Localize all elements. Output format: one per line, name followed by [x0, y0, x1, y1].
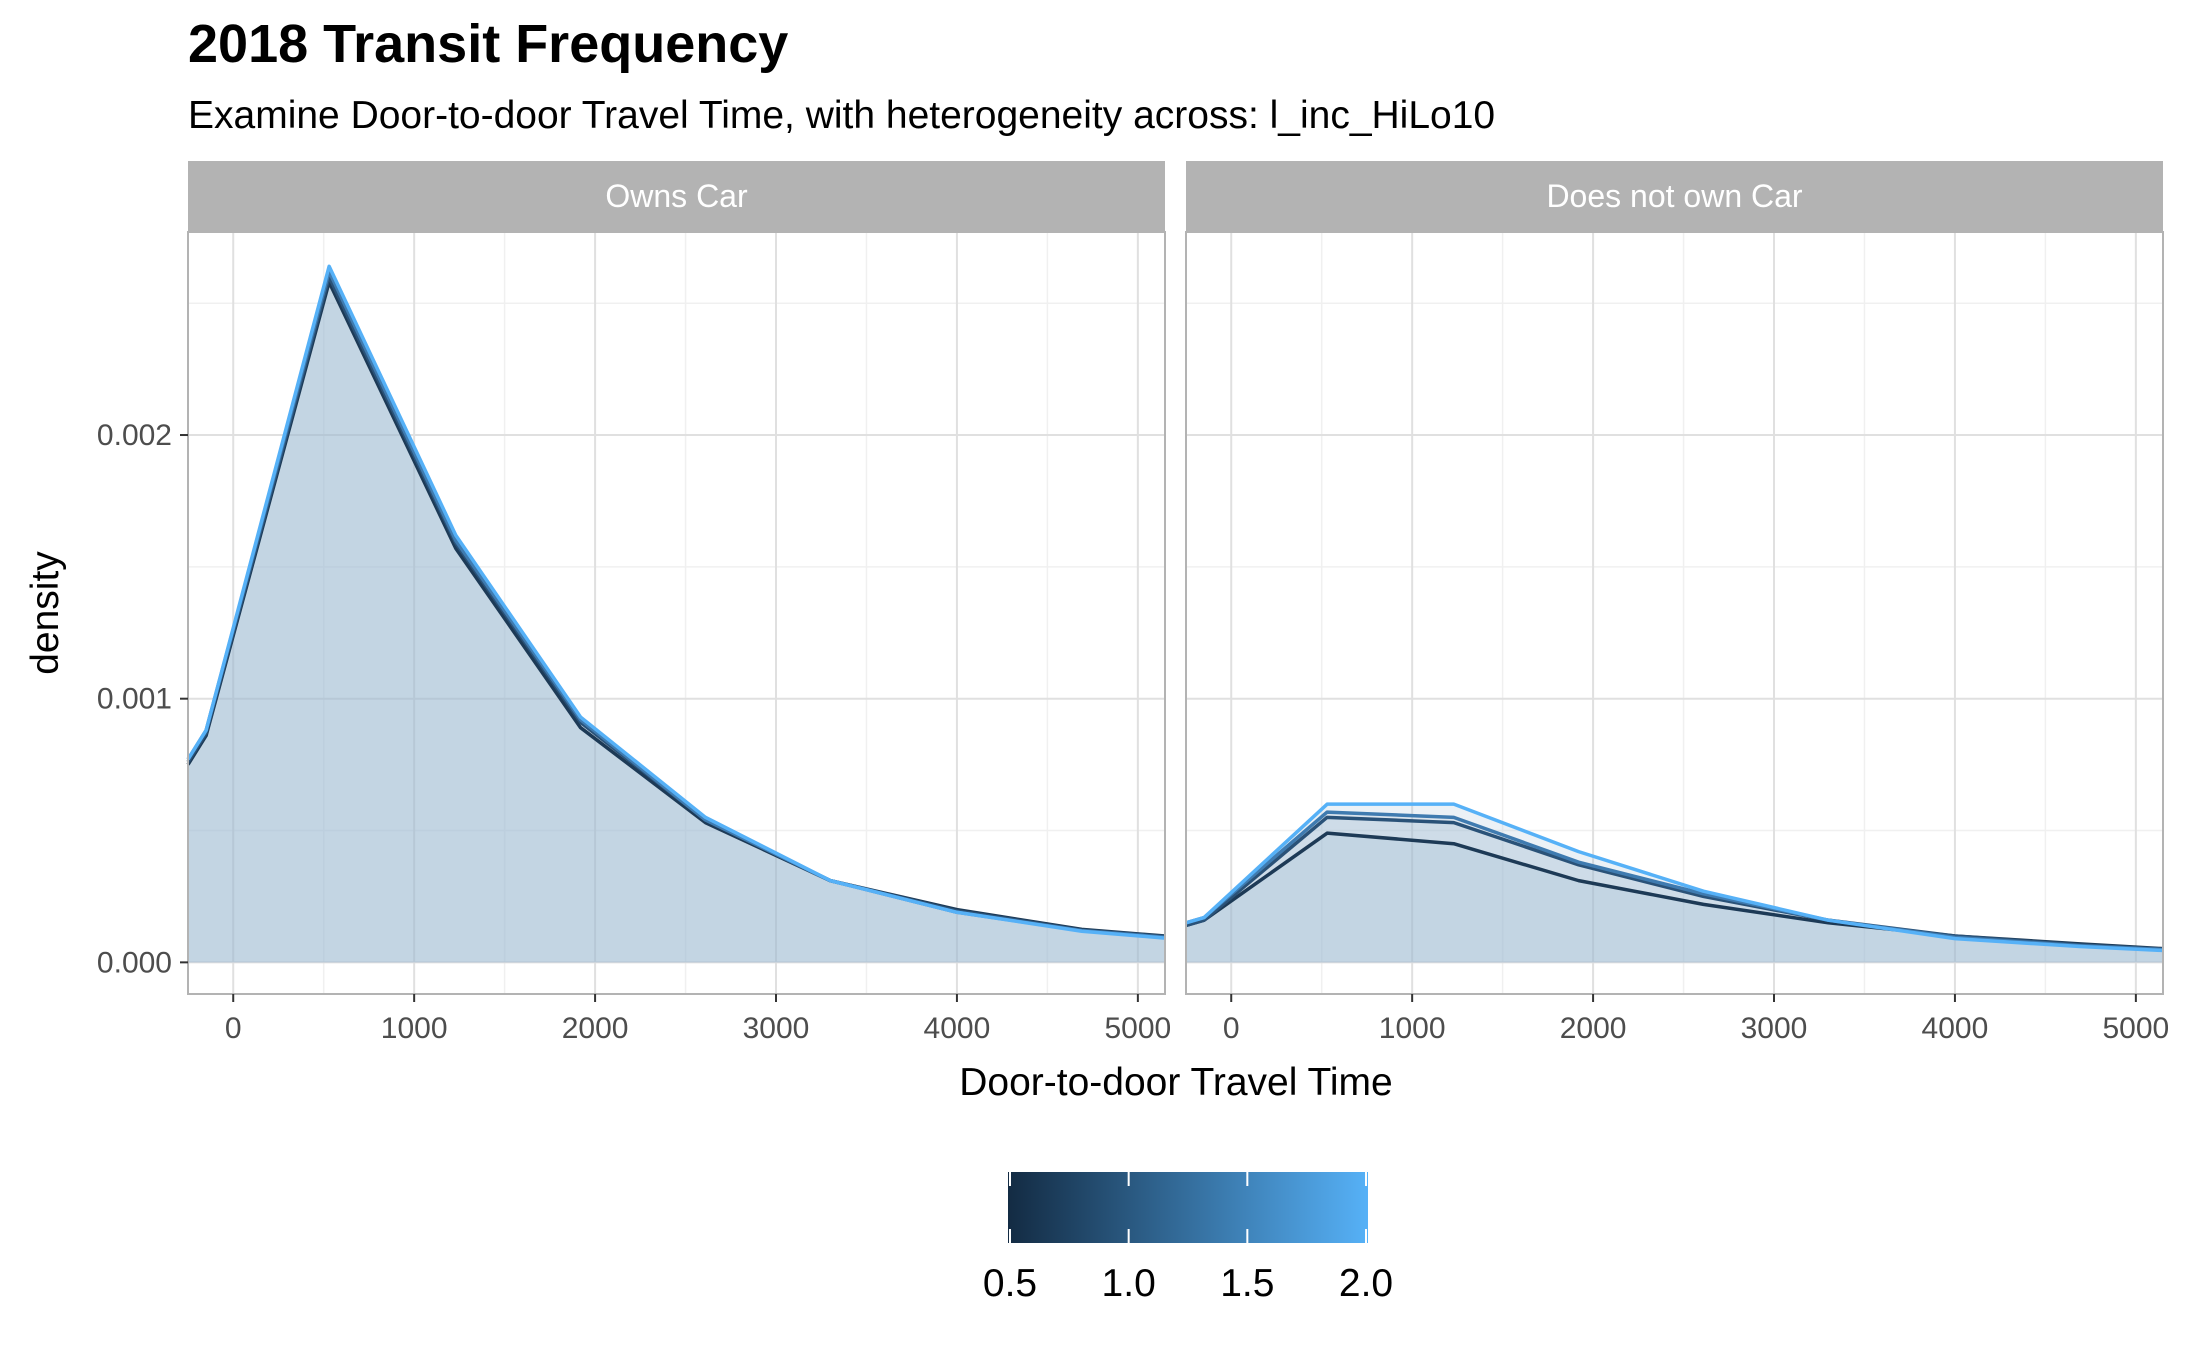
x-tick-label: 4000: [924, 1012, 991, 1045]
colorbar-tick-label: 2.0: [1339, 1262, 1393, 1305]
y-axis-ticks: 0.000 0.001 0.002: [97, 419, 188, 979]
x-tick-label: 2000: [1560, 1012, 1627, 1045]
panel-border: [1185, 231, 2164, 995]
facet-strip: [188, 161, 1165, 232]
x-tick-label: 1000: [1379, 1012, 1446, 1045]
x-tick-label: 5000: [1104, 1012, 1171, 1045]
x-tick-label: 1000: [381, 1012, 448, 1045]
facet-panel-does-not-own-car: Does not own Car 0 1000 2000 3000 4000 5000: [1185, 161, 2169, 1045]
colorbar: [1008, 1172, 1368, 1243]
density-area-1: [188, 276, 1165, 963]
density-area-2: [188, 266, 1165, 963]
x-tick-label: 3000: [743, 1012, 810, 1045]
facet-strip-label: Owns Car: [605, 178, 748, 214]
x-axis-label: Door-to-door Travel Time: [959, 1061, 1392, 1104]
density-area-0.5: [1186, 833, 2163, 963]
y-tick-label: 0.000: [97, 946, 172, 979]
density-line-2: [186, 264, 1166, 940]
x-tick-label: 5000: [2102, 1012, 2169, 1045]
chart-subtitle: Examine Door-to-door Travel Time, with h…: [188, 94, 1495, 137]
x-tick-label: 0: [1223, 1012, 1240, 1045]
y-tick-label: 0.002: [97, 419, 172, 452]
colorbar-tick-label: 1.0: [1102, 1262, 1156, 1305]
colorbar-tick-label: 1.5: [1220, 1262, 1274, 1305]
x-tick-label: 4000: [1922, 1012, 1989, 1045]
chart-title: 2018 Transit Frequency: [188, 14, 788, 74]
x-tick-label: 3000: [1741, 1012, 1808, 1045]
x-tick-label: 0: [225, 1012, 242, 1045]
facet-strip: [1186, 161, 2163, 232]
density-line-2: [1185, 802, 2164, 953]
panel-border: [187, 231, 1166, 995]
facet-strip-label: Does not own Car: [1546, 178, 1802, 214]
density-area-0.5: [188, 282, 1165, 963]
y-axis-label: density: [24, 551, 67, 675]
density-area-1.5: [188, 271, 1165, 963]
colorbar-tick-label: 0.5: [983, 1262, 1037, 1305]
facet-panel-owns-car: Owns Car 0 1000 2000 3000 4000 5000: [186, 161, 1171, 1045]
x-tick-label: 2000: [562, 1012, 629, 1045]
colorbar-legend: 0.5 1.0 1.5 2.0: [983, 1172, 1393, 1305]
y-tick-label: 0.001: [97, 683, 172, 716]
